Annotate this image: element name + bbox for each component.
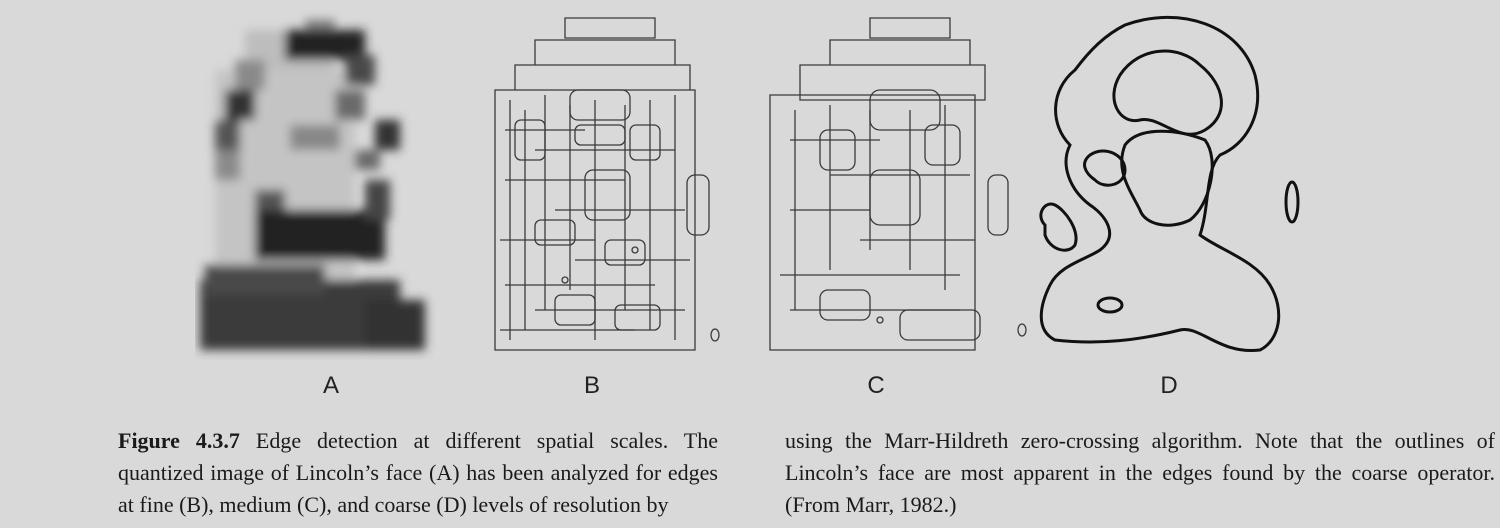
- panel-label-c: C: [867, 372, 885, 399]
- medium-edges-image: [769, 17, 1027, 351]
- figure-number: Figure 4.3.7: [118, 428, 240, 453]
- figure-caption-col1: Figure 4.3.7 Edge detection at different…: [118, 425, 718, 521]
- panel-label-b: B: [583, 372, 600, 399]
- panel-label-a: A: [322, 372, 339, 399]
- caption-text-col1: Edge detection at different spatial scal…: [118, 428, 719, 517]
- figure-caption-col2: using the Marr-Hildreth zero-crossing al…: [785, 425, 1495, 521]
- fine-edges-image: [494, 17, 720, 351]
- panel-label-d: D: [1160, 372, 1178, 399]
- coarse-edges-image: [1039, 15, 1300, 353]
- quantized-face-image: [200, 20, 425, 350]
- caption-text-col2: using the Marr-Hildreth zero-crossing al…: [785, 428, 1495, 517]
